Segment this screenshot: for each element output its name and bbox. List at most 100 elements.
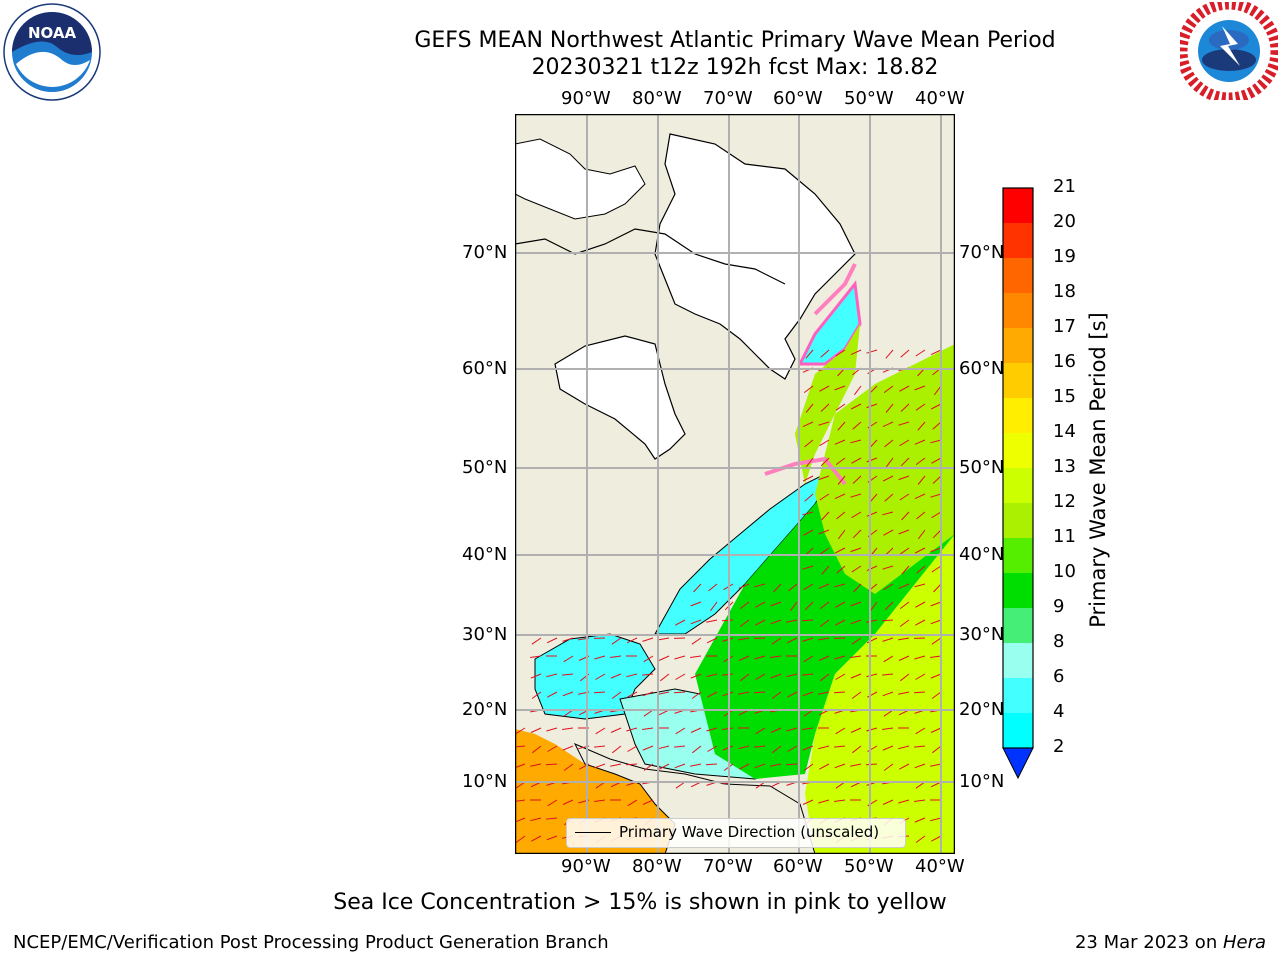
wave-arrow [547, 745, 558, 752]
wave-arrow [773, 583, 782, 593]
wave-arrow [930, 547, 942, 553]
wave-arrow [643, 655, 654, 663]
wave-arrow [916, 565, 926, 574]
wave-arrow [690, 655, 702, 658]
wave-arrow [930, 673, 942, 679]
colorbar-tick: 18 [1053, 281, 1076, 302]
wave-arrow [691, 691, 702, 699]
wave-arrow [593, 691, 606, 694]
wave-arrow [835, 727, 846, 735]
wave-arrow [739, 763, 750, 770]
wave-arrow [626, 727, 638, 732]
wave-arrow [899, 619, 910, 627]
wave-arrow [690, 601, 702, 607]
wave-arrow [530, 817, 542, 822]
map-legend: Primary Wave Direction (unscaled) [566, 818, 906, 848]
map-gridlines [515, 114, 955, 854]
wave-arrow [643, 763, 654, 771]
lat-tick-right: 30°N [959, 624, 1005, 645]
wave-arrow [770, 601, 782, 607]
wave-arrow [834, 385, 846, 391]
wave-arrow [611, 745, 622, 754]
wave-arrow [707, 691, 718, 698]
wave-arrow [898, 583, 910, 589]
lon-tick-bottom: 90°W [561, 856, 611, 877]
wave-arrow [898, 475, 910, 481]
lat-tick-right: 40°N [959, 544, 1005, 565]
lat-tick-left: 30°N [462, 624, 508, 645]
wave-arrow [755, 781, 766, 789]
wave-arrow [562, 799, 574, 805]
wave-arrow [853, 583, 862, 593]
wave-arrow [915, 457, 926, 466]
wave-arrow [802, 727, 814, 730]
wave-arrow [853, 385, 862, 396]
wave-arrow [835, 601, 846, 608]
wave-arrow [738, 583, 750, 589]
colorbar-segment [1003, 223, 1033, 258]
lon-tick-top: 40°W [915, 88, 965, 109]
wave-arrow [851, 565, 862, 573]
wave-arrow [882, 745, 894, 751]
wave-arrow [850, 655, 862, 658]
wave-arrow [546, 637, 558, 644]
wave-arrow [866, 457, 878, 463]
wave-arrow [899, 763, 910, 770]
wave-arrow [753, 691, 766, 694]
wave-arrow [675, 781, 686, 789]
wave-arrow [515, 763, 526, 769]
wave-arrow [885, 349, 894, 359]
wave-arrow [706, 619, 718, 623]
wave-arrow [562, 745, 574, 751]
wave-arrow [901, 565, 910, 575]
wave-arrow [804, 601, 814, 611]
wave-arrow [914, 655, 926, 660]
wave-arrow [866, 619, 878, 623]
wave-arrow [915, 349, 926, 357]
lon-tick-top: 90°W [561, 88, 611, 109]
wave-arrow [594, 799, 606, 802]
wave-arrow [770, 763, 782, 767]
wave-arrow [722, 745, 734, 751]
colorbar-tick: 12 [1053, 491, 1076, 512]
wave-arrow [882, 799, 894, 805]
wave-arrow [755, 619, 766, 626]
wave-arrow [515, 835, 526, 843]
wave-arrow [898, 637, 910, 641]
wave-arrow [803, 385, 814, 394]
wave-arrow [803, 583, 814, 591]
wave-arrow [915, 727, 926, 735]
wave-arrow [882, 727, 894, 730]
wave-arrow [722, 637, 734, 642]
colorbar-extend-triangle [1002, 747, 1034, 780]
wave-arrow [933, 583, 942, 593]
wave-arrow [819, 601, 830, 610]
wave-arrow [531, 835, 542, 842]
wave-arrow [932, 421, 942, 430]
colorbar-segment [1003, 363, 1033, 398]
wave-arrow [914, 439, 926, 445]
wave-arrow [658, 637, 670, 641]
wave-arrow [819, 673, 830, 682]
wave-arrow [837, 475, 846, 485]
colorbar-tick: 10 [1053, 561, 1076, 582]
legend-line-sample [575, 832, 611, 833]
wave-arrow [530, 673, 542, 679]
wave-arrow [707, 745, 718, 752]
wave-arrow [899, 439, 910, 447]
wave-arrow [738, 745, 750, 750]
wave-period-map [515, 114, 955, 854]
wave-arrow [739, 601, 750, 610]
wave-arrow [562, 727, 574, 730]
wave-arrow [914, 817, 926, 823]
wave-arrow [690, 619, 702, 625]
nws-logo [1176, 0, 1280, 104]
wave-arrow [932, 475, 942, 484]
wave-arrow [883, 385, 894, 394]
colorbar-tick: 20 [1053, 211, 1076, 232]
wave-arrow [818, 655, 830, 661]
wave-arrow [690, 763, 702, 767]
wave-arrow [738, 655, 750, 661]
wave-arrow [721, 619, 734, 622]
wave-arrow [691, 745, 702, 754]
